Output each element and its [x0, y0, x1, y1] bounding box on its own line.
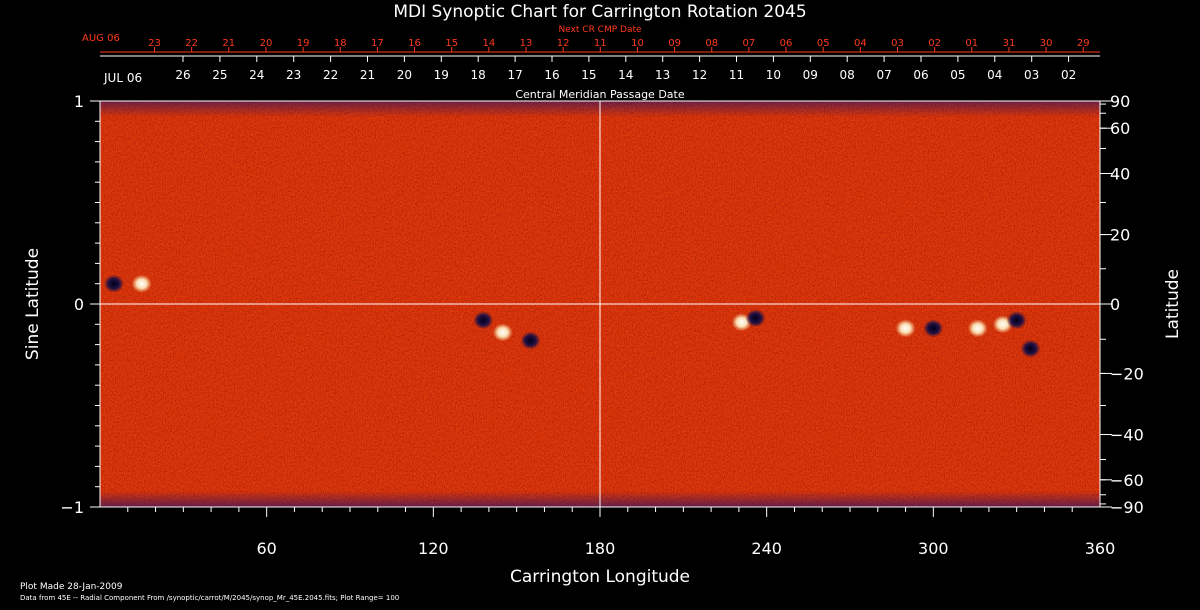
cmp-date-axis: JUL 06 Central Meridian Passage Date 26 2… [100, 55, 1100, 101]
next-cr-day-label: 18 [334, 38, 347, 49]
next-cr-day-label: 04 [854, 38, 867, 49]
x-tick-label: 120 [418, 539, 449, 558]
next-cr-day-label: 12 [557, 38, 570, 49]
cmp-month: JUL 06 [103, 71, 142, 85]
next-cr-month: AUG 06 [82, 33, 120, 44]
next-cr-day-label: 31 [1003, 38, 1016, 49]
y-right-tick-label: 60 [1110, 119, 1130, 138]
next-cr-day-label: 10 [631, 38, 644, 49]
data-source: Data from 45E -- Radial Component From /… [20, 594, 399, 602]
next-cr-day-label: 03 [891, 38, 904, 49]
next-cr-day-label: 05 [817, 38, 830, 49]
active-region-positive [131, 274, 152, 293]
active-region-positive [967, 319, 988, 338]
active-region-negative [520, 331, 541, 350]
cmp-day-label: 07 [876, 68, 891, 82]
next-cr-day-label: 13 [520, 38, 533, 49]
y-right-tick-label: 90 [1110, 92, 1130, 111]
cmp-day-label: 11 [729, 68, 744, 82]
y-left-tick-label: −1 [60, 498, 84, 517]
y-axis-left-label: Sine Latitude [23, 248, 43, 360]
x-axis: 60 120 180 240 300 360 [127, 507, 1116, 558]
y-axis-right-label: Latitude [1163, 269, 1183, 339]
cmp-day-label: 20 [397, 68, 412, 82]
next-cr-day-label: 16 [408, 38, 421, 49]
cmp-day-label: 02 [1061, 68, 1076, 82]
next-cr-day-label: 19 [297, 38, 310, 49]
next-cr-day-label: 21 [222, 38, 235, 49]
y-right-tick-label: −40 [1110, 425, 1144, 444]
next-cr-day-label: 08 [705, 38, 718, 49]
y-right-tick-label: 40 [1110, 165, 1130, 184]
x-tick-label: 60 [256, 539, 276, 558]
cmp-day-label: 10 [766, 68, 781, 82]
x-axis-label: Carrington Longitude [510, 567, 690, 587]
cmp-day-label: 23 [286, 68, 301, 82]
plot-made: Plot Made 28-Jan-2009 [20, 582, 123, 592]
cmp-day-label: 17 [507, 68, 522, 82]
y-right-tick-label: −90 [1110, 498, 1144, 517]
x-tick-label: 240 [751, 539, 782, 558]
cmp-day-label: 21 [360, 68, 375, 82]
x-tick-label: 360 [1085, 539, 1116, 558]
active-region-negative [923, 319, 944, 338]
next-cr-day-label: 07 [743, 38, 756, 49]
x-tick-label: 180 [585, 539, 616, 558]
x-tick-label: 300 [918, 539, 949, 558]
next-cr-day-label: 11 [594, 38, 607, 49]
active-region-negative [473, 311, 494, 330]
cmp-day-label: 03 [1024, 68, 1039, 82]
y-axis-left: 1 0 −1 [60, 92, 100, 517]
y-right-tick-label: −20 [1110, 364, 1144, 383]
active-region-negative [745, 309, 766, 328]
active-region-negative [103, 274, 124, 293]
cmp-day-label: 09 [803, 68, 818, 82]
cmp-day-label: 25 [212, 68, 227, 82]
next-cr-day-label: 23 [148, 38, 161, 49]
next-cr-day-label: 02 [928, 38, 941, 49]
chart-title: MDI Synoptic Chart for Carrington Rotati… [393, 2, 806, 22]
cmp-day-label: 13 [655, 68, 670, 82]
cmp-day-label: 22 [323, 68, 338, 82]
cmp-day-label: 15 [581, 68, 596, 82]
y-left-tick-label: 0 [74, 295, 84, 314]
y-right-tick-label: −60 [1110, 471, 1144, 490]
next-cr-cmp-axis: Next CR CMP Date AUG 06 23 22 21 20 19 18 17 16… [82, 25, 1100, 53]
y-left-tick-label: 1 [74, 92, 84, 111]
next-cr-day-label: 30 [1040, 38, 1053, 49]
next-cr-day-label: 22 [185, 38, 198, 49]
next-cr-day-label: 01 [965, 38, 978, 49]
cmp-day-label: 14 [618, 68, 633, 82]
next-cr-day-label: 20 [260, 38, 273, 49]
cmp-day-label: 19 [434, 68, 449, 82]
next-cr-label: Next CR CMP Date [558, 25, 642, 35]
next-cr-day-label: 06 [780, 38, 793, 49]
cmp-day-label: 12 [692, 68, 707, 82]
active-regions [103, 274, 1041, 358]
next-cr-day-label: 29 [1077, 38, 1090, 49]
cmp-day-label: 06 [913, 68, 928, 82]
cmp-day-label: 16 [544, 68, 559, 82]
cmp-day-label: 08 [840, 68, 855, 82]
active-region-positive [895, 319, 916, 338]
next-cr-day-label: 17 [371, 38, 384, 49]
next-cr-day-label: 14 [482, 38, 495, 49]
next-cr-day-label: 09 [668, 38, 681, 49]
cmp-day-label: 04 [987, 68, 1002, 82]
active-region-positive [492, 323, 513, 342]
cmp-day-label: 05 [950, 68, 965, 82]
cmp-day-label: 18 [471, 68, 486, 82]
next-cr-day-label: 15 [445, 38, 458, 49]
cmp-day-label: 24 [249, 68, 264, 82]
y-right-tick-label: 20 [1110, 226, 1130, 245]
cmp-label: Central Meridian Passage Date [515, 88, 684, 101]
active-region-negative [1020, 339, 1041, 358]
active-region-negative [1006, 311, 1027, 330]
y-axis-right: 90 60 40 20 0 −20 −40 −60 −90 [1100, 92, 1144, 517]
y-right-tick-label: 0 [1110, 295, 1120, 314]
cmp-day-label: 26 [175, 68, 190, 82]
